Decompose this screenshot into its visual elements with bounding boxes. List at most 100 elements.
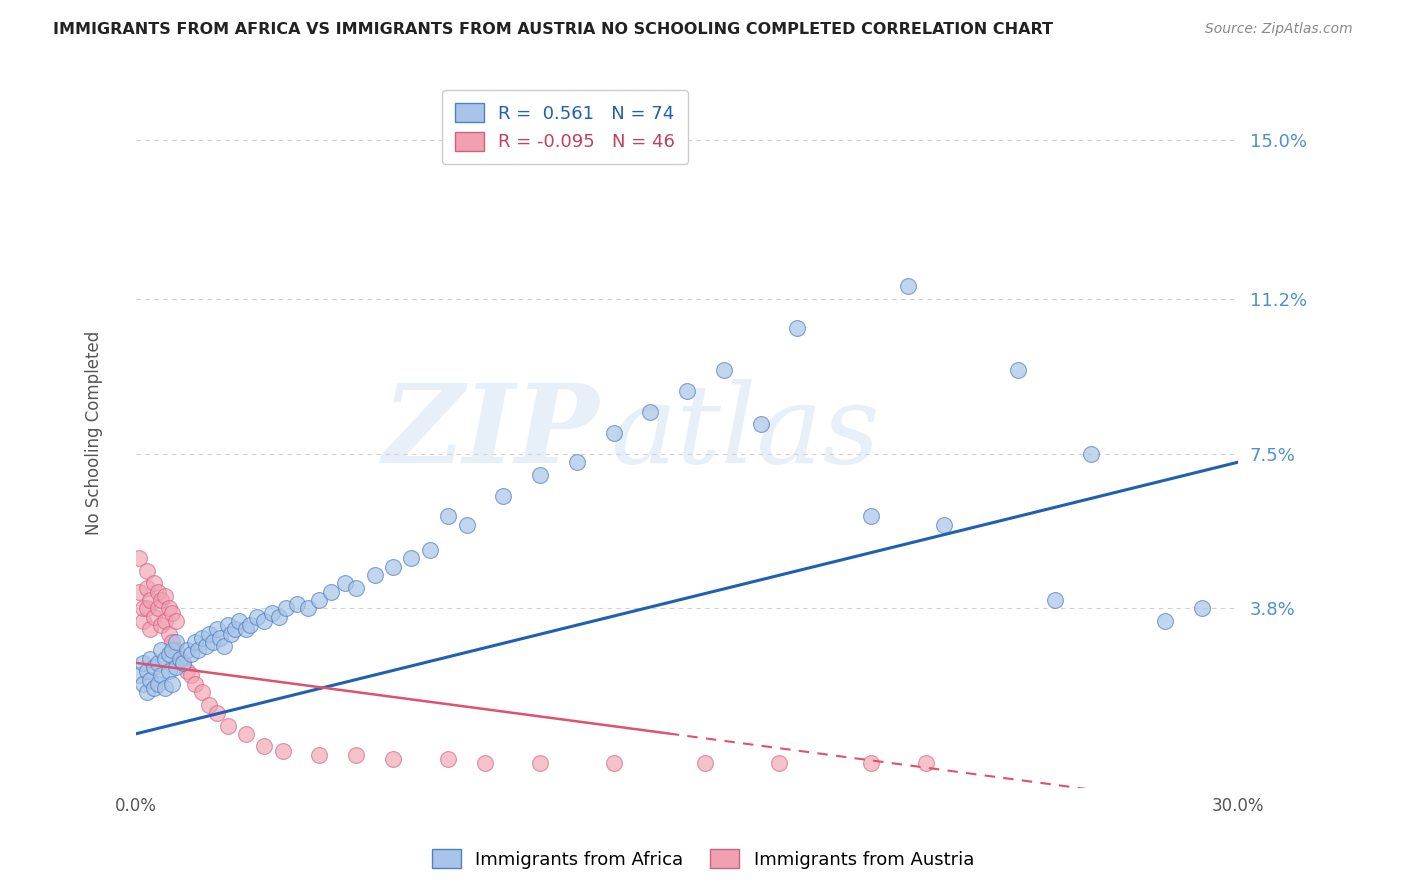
Point <box>162 643 184 657</box>
Point <box>235 623 257 637</box>
Text: IMMIGRANTS FROM AFRICA VS IMMIGRANTS FROM AUSTRIA NO SCHOOLING COMPLETED CORRELA: IMMIGRANTS FROM AFRICA VS IMMIGRANTS FRO… <box>53 22 1053 37</box>
Point <box>267 609 290 624</box>
Point <box>146 584 169 599</box>
Text: Source: ZipAtlas.com: Source: ZipAtlas.com <box>1205 22 1353 37</box>
Point <box>135 601 157 615</box>
Point <box>176 664 198 678</box>
Point <box>165 614 187 628</box>
Point <box>128 551 150 566</box>
Point <box>150 668 173 682</box>
Point <box>132 676 155 690</box>
Point <box>146 656 169 670</box>
Point <box>1191 601 1213 615</box>
Point <box>419 542 441 557</box>
Point <box>173 656 195 670</box>
Point <box>695 756 717 771</box>
Point <box>183 635 205 649</box>
Point <box>157 664 180 678</box>
Point <box>139 651 162 665</box>
Legend: R =  0.561   N = 74, R = -0.095   N = 46: R = 0.561 N = 74, R = -0.095 N = 46 <box>443 90 688 164</box>
Point <box>768 756 790 771</box>
Point <box>276 601 298 615</box>
Text: No Schooling Completed: No Schooling Completed <box>84 331 103 535</box>
Point <box>786 321 808 335</box>
Point <box>128 668 150 682</box>
Point <box>335 576 357 591</box>
Point <box>565 455 588 469</box>
Point <box>219 626 242 640</box>
Point <box>915 756 938 771</box>
Point <box>132 656 155 670</box>
Point <box>132 601 155 615</box>
Point <box>1043 593 1066 607</box>
Point <box>187 643 209 657</box>
Point <box>749 417 772 432</box>
Point <box>191 685 214 699</box>
Point <box>183 676 205 690</box>
Point <box>382 559 405 574</box>
Point <box>135 564 157 578</box>
Point <box>260 606 283 620</box>
Point <box>139 623 162 637</box>
Point <box>157 601 180 615</box>
Point <box>382 752 405 766</box>
Point <box>135 581 157 595</box>
Point <box>246 609 269 624</box>
Point <box>209 631 232 645</box>
Point <box>165 660 187 674</box>
Point <box>897 279 920 293</box>
Point <box>162 606 184 620</box>
Point <box>253 739 276 754</box>
Point <box>363 568 385 582</box>
Point <box>456 517 478 532</box>
Point <box>153 651 176 665</box>
Point <box>640 405 662 419</box>
Point <box>157 648 180 662</box>
Point <box>212 639 235 653</box>
Point <box>859 509 882 524</box>
Point <box>194 639 217 653</box>
Point <box>287 597 309 611</box>
Point <box>165 643 187 657</box>
Text: ZIP: ZIP <box>382 379 599 486</box>
Point <box>162 676 184 690</box>
Point <box>150 618 173 632</box>
Point <box>217 718 239 732</box>
Point <box>492 489 515 503</box>
Point <box>146 601 169 615</box>
Point <box>169 651 191 665</box>
Point <box>1080 447 1102 461</box>
Point <box>308 593 330 607</box>
Point <box>205 706 228 720</box>
Point <box>401 551 423 566</box>
Point <box>143 609 166 624</box>
Point <box>135 664 157 678</box>
Point <box>143 660 166 674</box>
Point <box>198 626 221 640</box>
Point <box>308 747 330 762</box>
Point <box>529 467 551 482</box>
Point <box>529 756 551 771</box>
Point <box>205 623 228 637</box>
Point <box>228 614 250 628</box>
Point <box>132 614 155 628</box>
Point <box>176 643 198 657</box>
Point <box>602 425 624 440</box>
Point <box>198 698 221 712</box>
Point <box>139 593 162 607</box>
Point <box>224 623 246 637</box>
Point <box>239 618 262 632</box>
Point <box>153 614 176 628</box>
Point <box>713 363 735 377</box>
Point <box>474 756 496 771</box>
Point <box>153 681 176 695</box>
Point <box>191 631 214 645</box>
Point <box>150 593 173 607</box>
Legend: Immigrants from Africa, Immigrants from Austria: Immigrants from Africa, Immigrants from … <box>425 841 981 876</box>
Point <box>297 601 319 615</box>
Point <box>934 517 956 532</box>
Point <box>602 756 624 771</box>
Point <box>135 685 157 699</box>
Point <box>180 668 202 682</box>
Point <box>319 584 342 599</box>
